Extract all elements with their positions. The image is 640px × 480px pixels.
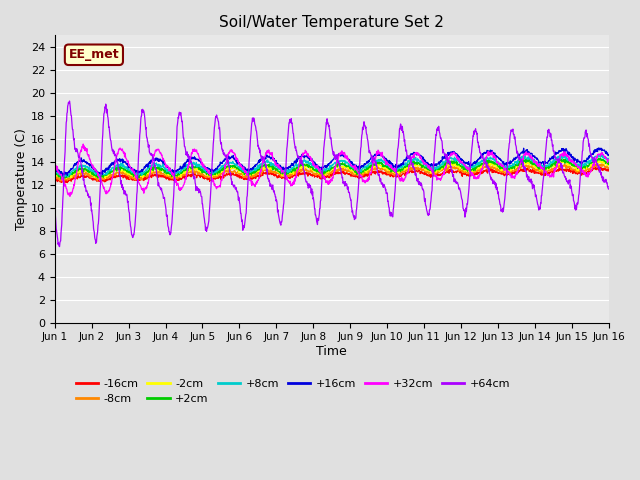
+32cm [66, 193, 74, 199]
-16cm [94, 178, 102, 184]
-2cm [116, 168, 124, 173]
+32cm [117, 147, 125, 153]
+8cm [64, 174, 72, 180]
Y-axis label: Temperature (C): Temperature (C) [15, 128, 28, 230]
Line: +32cm: +32cm [55, 144, 609, 196]
-16cm [605, 168, 612, 174]
-8cm [59, 178, 67, 184]
Line: -8cm: -8cm [55, 163, 609, 181]
+16cm [58, 173, 66, 179]
+16cm [605, 153, 612, 158]
-8cm [594, 160, 602, 166]
Line: -16cm: -16cm [55, 167, 609, 183]
-16cm [116, 174, 124, 180]
-2cm [51, 170, 59, 176]
+64cm [66, 98, 74, 104]
+2cm [116, 163, 124, 169]
-16cm [51, 175, 59, 180]
-16cm [298, 171, 305, 177]
-2cm [605, 163, 612, 168]
-8cm [94, 175, 102, 181]
+8cm [94, 172, 102, 178]
+8cm [367, 160, 374, 166]
-16cm [61, 180, 68, 186]
-2cm [559, 157, 566, 163]
+8cm [605, 158, 612, 164]
+32cm [79, 141, 87, 147]
-2cm [60, 176, 68, 182]
+64cm [117, 181, 125, 187]
+32cm [287, 181, 294, 187]
+8cm [595, 152, 602, 157]
+16cm [94, 169, 102, 175]
+16cm [116, 158, 124, 164]
+8cm [286, 167, 294, 172]
+8cm [298, 158, 305, 164]
-2cm [367, 165, 374, 170]
-8cm [51, 174, 59, 180]
Line: +16cm: +16cm [55, 148, 609, 176]
+64cm [287, 117, 294, 122]
Legend: -16cm, -8cm, -2cm, +2cm, +8cm, +16cm, +32cm, +64cm: -16cm, -8cm, -2cm, +2cm, +8cm, +16cm, +3… [71, 374, 515, 408]
+2cm [596, 155, 604, 161]
+2cm [51, 169, 59, 175]
+32cm [298, 154, 306, 159]
+16cm [367, 156, 374, 162]
-8cm [298, 168, 305, 173]
+2cm [367, 165, 374, 171]
+32cm [51, 162, 59, 168]
-16cm [592, 164, 600, 170]
+8cm [51, 169, 59, 175]
Title: Soil/Water Temperature Set 2: Soil/Water Temperature Set 2 [220, 15, 444, 30]
-2cm [298, 164, 305, 170]
+64cm [605, 186, 612, 192]
+8cm [308, 163, 316, 169]
-8cm [367, 167, 374, 173]
+64cm [56, 244, 63, 250]
+32cm [95, 171, 102, 177]
Line: +2cm: +2cm [55, 158, 609, 179]
+64cm [298, 157, 306, 163]
X-axis label: Time: Time [316, 345, 347, 358]
+2cm [94, 175, 102, 181]
+8cm [116, 162, 124, 168]
-2cm [308, 167, 316, 173]
+64cm [95, 221, 102, 227]
+64cm [308, 186, 316, 192]
+32cm [605, 156, 612, 162]
+64cm [51, 208, 59, 214]
-16cm [367, 170, 374, 176]
+16cm [51, 165, 59, 171]
+16cm [308, 156, 316, 162]
Text: EE_met: EE_met [68, 48, 119, 61]
Line: +8cm: +8cm [55, 155, 609, 177]
-8cm [116, 170, 124, 176]
Line: +64cm: +64cm [55, 101, 609, 247]
+2cm [605, 159, 612, 165]
+2cm [286, 169, 294, 175]
-16cm [308, 172, 316, 178]
Line: -2cm: -2cm [55, 160, 609, 179]
-8cm [286, 171, 294, 177]
-2cm [286, 170, 294, 176]
-8cm [308, 169, 316, 175]
-2cm [94, 173, 102, 179]
+64cm [367, 152, 374, 157]
+2cm [298, 162, 305, 168]
+2cm [308, 164, 316, 170]
+32cm [367, 171, 374, 177]
-8cm [605, 165, 612, 170]
+16cm [286, 163, 294, 169]
+16cm [298, 154, 305, 160]
+2cm [57, 176, 65, 182]
+32cm [308, 157, 316, 163]
-16cm [286, 176, 294, 181]
+16cm [595, 145, 603, 151]
